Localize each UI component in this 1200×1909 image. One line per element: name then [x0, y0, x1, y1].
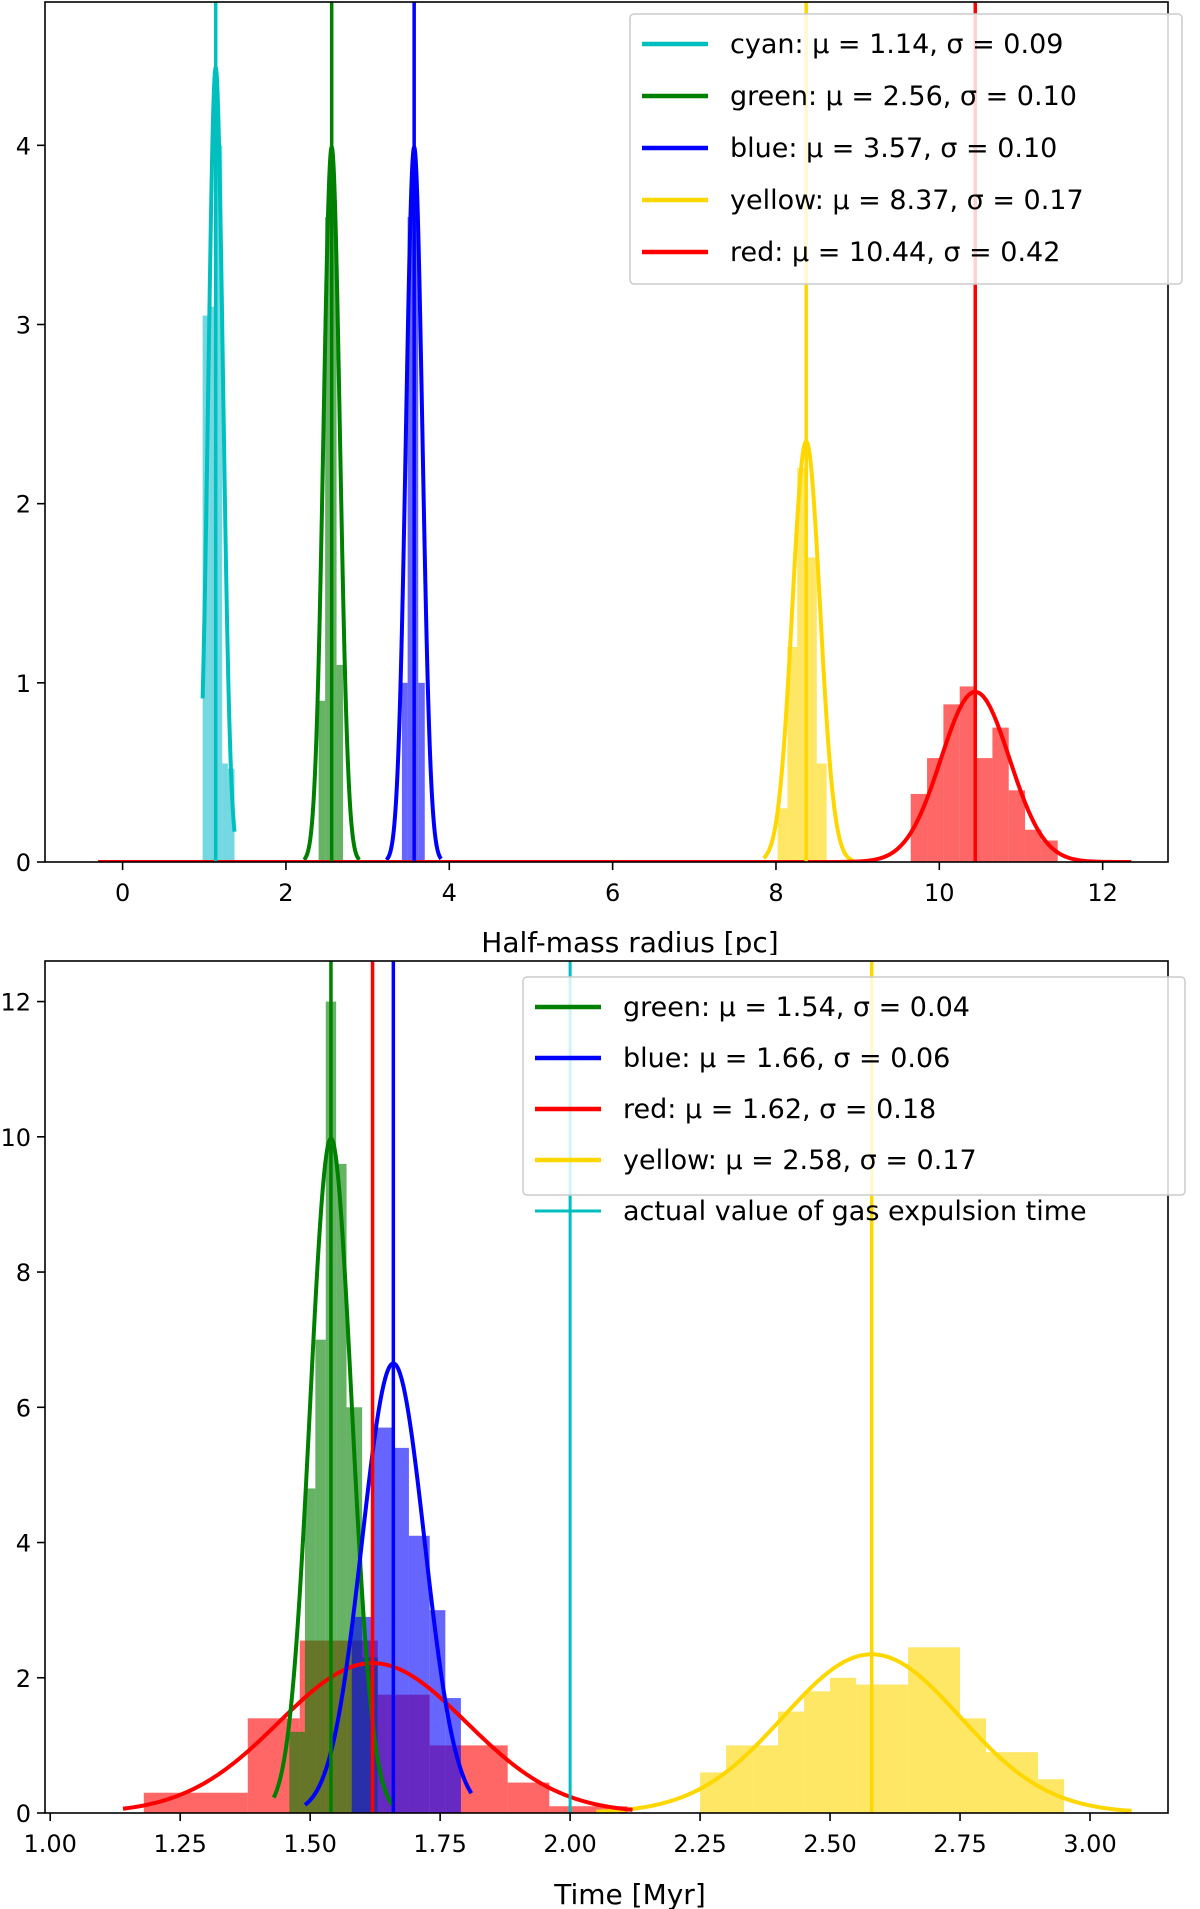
yellow-hist-bar-7: [882, 1684, 909, 1813]
blue-hist-bar-0: [351, 1616, 373, 1813]
green-hist-bar-1: [304, 1488, 316, 1813]
blue-hist-bar-0: [401, 682, 408, 862]
red-hist-bar-6: [549, 1806, 628, 1813]
y-tick-label: 4: [16, 132, 31, 160]
top-plot-area: [98, 2, 1132, 862]
axes-frame: [44, 1, 1169, 863]
blue-hist-bar-1: [372, 1427, 394, 1813]
yellow-hist-bar-1: [787, 647, 798, 862]
cyan-hist-bar-2: [215, 145, 223, 862]
yellow-hist-bar-4: [804, 1691, 831, 1813]
x-tick-label: 10: [924, 879, 955, 907]
red-fit-curve: [98, 689, 1132, 862]
x-tick-label: 2.50: [803, 1830, 856, 1858]
cyan-hist-bar-3: [222, 763, 228, 862]
green-legend-label: green: μ = 1.54, σ = 0.04: [623, 992, 970, 1023]
bottom-plot-area: [122, 961, 1132, 1813]
cyan-fit-curve: [200, 65, 237, 832]
blue-hist-bar-3: [418, 682, 425, 862]
top-legend: cyan: μ = 1.14, σ = 0.09 green: μ = 2.56,…: [629, 13, 1183, 285]
top-x-axis-label: Half-mass radius [pc]: [481, 926, 778, 955]
x-tick-label: 6: [605, 879, 620, 907]
yellow-hist-bar-5: [830, 1677, 857, 1813]
red-hist-bar-8: [1041, 840, 1058, 862]
yellow-legend-label: yellow: μ = 8.37, σ = 0.17: [730, 185, 1084, 216]
green-hist-bar-0: [289, 1731, 305, 1813]
yellow-hist-bar-0: [777, 808, 788, 862]
axes-frame: [44, 960, 1169, 1814]
y-tick-label: 12: [0, 989, 31, 1017]
yellow-hist-bar-3: [778, 1711, 805, 1813]
blue-hist-bar-2: [393, 1447, 409, 1813]
x-tick-label: 2.00: [543, 1830, 596, 1858]
x-tick-label: 1.00: [23, 1830, 76, 1858]
red-hist-bar-5: [992, 727, 1009, 862]
yellow-hist-bar-2: [797, 467, 808, 862]
x-tick-label: 8: [768, 879, 783, 907]
blue-hist-bar-3: [408, 1535, 430, 1813]
green-hist-bar-0: [318, 700, 326, 862]
x-tick-label: 4: [442, 879, 457, 907]
green-hist-bar-4: [336, 1163, 347, 1813]
y-tick-label: 2: [16, 491, 31, 519]
blue-hist-bar-4: [429, 1610, 446, 1813]
x-tick-label: 1.50: [283, 1830, 336, 1858]
yellow-hist-bar-11: [986, 1752, 1013, 1813]
red-hist-bar-3: [959, 686, 977, 862]
legend-box: [522, 976, 1186, 1196]
yellow-hist-bar-3: [807, 557, 817, 862]
x-tick-label: 2.25: [673, 1830, 726, 1858]
y-tick-label: 1: [16, 670, 31, 698]
red-legend-label: red: μ = 1.62, σ = 0.18: [623, 1094, 936, 1125]
red-legend-label: red: μ = 10.44, σ = 0.42: [730, 237, 1060, 268]
yellow-hist-bar-2: [752, 1745, 779, 1813]
bottom-legend: green: μ = 1.54, σ = 0.04 blue: μ = 1.66,…: [522, 976, 1186, 1227]
yellow-hist-bar-1: [726, 1745, 753, 1813]
x-tick-label: 1.75: [413, 1830, 466, 1858]
bottom-chart: 1.00 1.25 1.50 1.75 2.00 2.25 2.50 2.75 3.00 0 2 4 6…: [0, 960, 1186, 1909]
green-hist-bar-2: [315, 1339, 326, 1813]
cyan-legend-label: cyan: μ = 1.14, σ = 0.09: [730, 29, 1063, 60]
x-tick-label: 2: [278, 879, 293, 907]
x-tick-label: 1.25: [153, 1830, 206, 1858]
green-legend-label: green: μ = 2.56, σ = 0.10: [730, 81, 1077, 112]
y-tick-label: 0: [16, 849, 31, 877]
red-fit-curve: [122, 1661, 633, 1812]
yellow-fit-curve: [596, 1652, 1132, 1813]
y-tick-label: 3: [16, 312, 31, 340]
yellow-hist-bar-10: [960, 1718, 987, 1813]
yellow-hist-bar-4: [816, 763, 827, 862]
x-tick-label: 0: [115, 879, 130, 907]
y-tick-label: 6: [16, 1394, 31, 1422]
red-hist-bar-4: [976, 758, 993, 862]
blue-legend-label: blue: μ = 1.66, σ = 0.06: [623, 1043, 950, 1074]
y-tick-label: 2: [16, 1665, 31, 1693]
bottom-x-axis-label: Time [Myr]: [553, 1878, 706, 1909]
yellow-hist-bar-6: [856, 1684, 883, 1813]
x-tick-label: 3.00: [1063, 1830, 1116, 1858]
bottom-axes: 1.00 1.25 1.50 1.75 2.00 2.25 2.50 2.75 3.00 0 2 4 6…: [0, 960, 1169, 1858]
x-tick-label: 12: [1087, 879, 1118, 907]
green-hist-bar-3: [336, 664, 344, 862]
gas-expulsion-legend-label: actual value of gas expulsion time: [623, 1196, 1087, 1227]
x-tick-label: 2.75: [933, 1830, 986, 1858]
y-tick-label: 0: [16, 1800, 31, 1828]
red-hist-bar-7: [1025, 829, 1042, 862]
blue-legend-label: blue: μ = 3.57, σ = 0.10: [730, 133, 1057, 164]
legend-box: [629, 13, 1183, 285]
red-hist-bar-6: [1008, 790, 1026, 862]
cyan-hist-bar-1: [209, 306, 216, 862]
y-tick-label: 10: [0, 1124, 31, 1152]
red-hist-bar-5: [507, 1782, 550, 1813]
yellow-legend-label: yellow: μ = 2.58, σ = 0.17: [623, 1145, 977, 1176]
y-tick-label: 4: [16, 1530, 31, 1558]
y-tick-label: 8: [16, 1259, 31, 1287]
yellow-hist-bar-9: [934, 1647, 961, 1813]
yellow-fit-curve: [762, 439, 855, 862]
green-hist-bar-1: [325, 217, 331, 862]
yellow-hist-bar-0: [700, 1772, 727, 1813]
blue-hist-bar-1: [407, 217, 413, 862]
